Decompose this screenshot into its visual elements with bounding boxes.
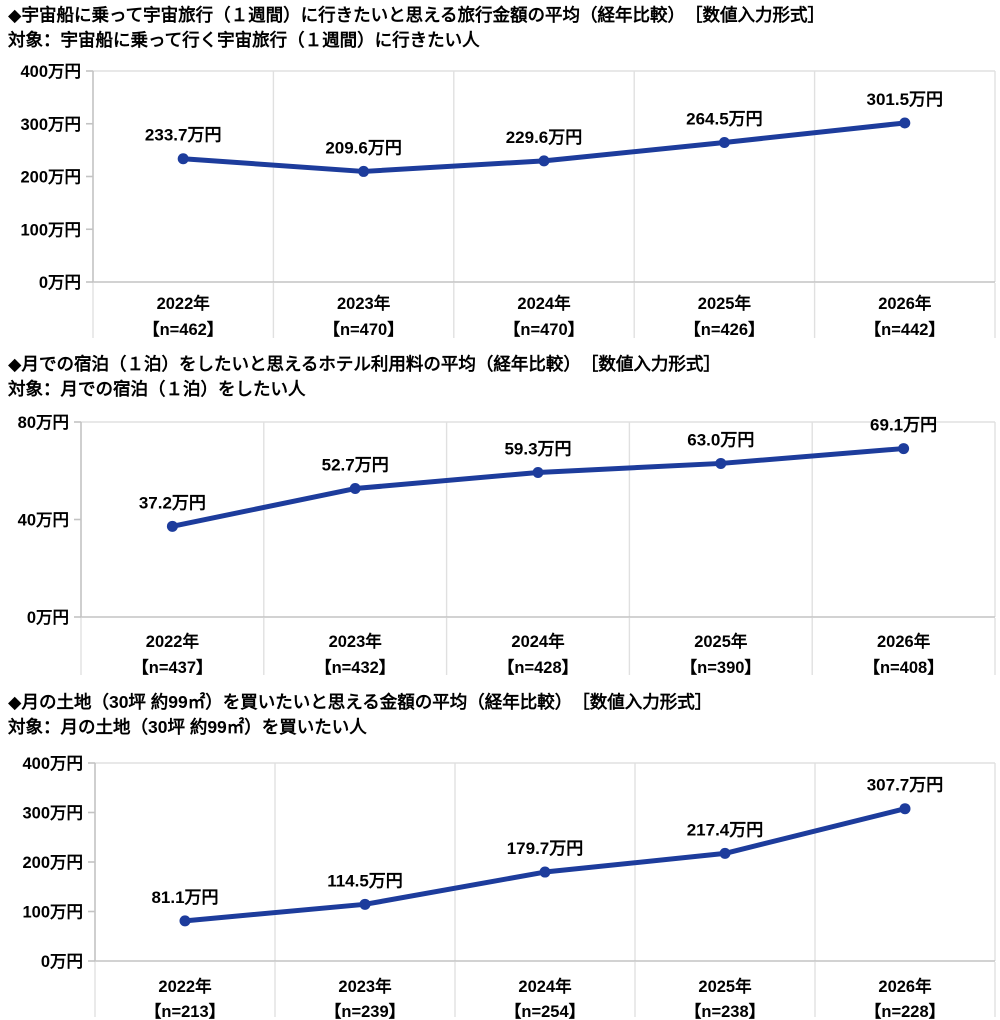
x-axis-n-label: 【n=426】 bbox=[684, 320, 764, 339]
x-axis-year-label: 2023年 bbox=[338, 976, 392, 996]
data-point-marker bbox=[898, 443, 910, 455]
y-axis-label: 400万円 bbox=[20, 63, 81, 81]
data-point-label: 179.7万円 bbox=[507, 839, 584, 858]
chart2-subtitle: 対象：月での宿泊（１泊）をしたい人 bbox=[8, 379, 306, 399]
data-point-marker bbox=[538, 155, 550, 167]
y-axis-label: 100万円 bbox=[22, 904, 83, 922]
x-axis-year-label: 2024年 bbox=[511, 631, 565, 651]
x-axis-n-label: 【n=213】 bbox=[145, 1002, 225, 1020]
x-axis-year-label: 2025年 bbox=[694, 631, 748, 651]
data-point-label: 209.6万円 bbox=[325, 138, 402, 157]
x-axis-year-label: 2025年 bbox=[698, 976, 752, 996]
x-axis-n-label: 【n=408】 bbox=[863, 658, 943, 677]
data-point-marker bbox=[718, 136, 730, 148]
x-axis-n-label: 【n=238】 bbox=[685, 1002, 765, 1020]
x-axis-year-label: 2022年 bbox=[146, 631, 200, 651]
x-axis-n-label: 【n=470】 bbox=[323, 320, 403, 339]
data-point-label: 233.7万円 bbox=[145, 126, 222, 145]
x-axis-n-label: 【n=442】 bbox=[865, 320, 945, 339]
chart-1: 400万円 300万円 200万円 100万円 0万円 233.7万円 209.6万円 229… bbox=[20, 63, 996, 339]
chart2-title: ◆月での宿泊（１泊）をしたいと思えるホテル利用料の平均（経年比較） ［数値入力形… bbox=[8, 354, 721, 374]
data-point-label: 52.7万円 bbox=[322, 456, 389, 475]
y-axis-label: 200万円 bbox=[22, 854, 83, 872]
data-point-label: 59.3万円 bbox=[504, 439, 571, 458]
x-axis-year-label: 2024年 bbox=[517, 293, 571, 313]
chart1-title: ◆宇宙船に乗って宇宙旅行（１週間）に行きたいと思える旅行金額の平均（経年比較） … bbox=[8, 5, 826, 25]
data-point-label: 63.0万円 bbox=[687, 430, 754, 449]
chart-3: 400万円 300万円 200万円 100万円 0万円 81.1万円 114.5万円 179.… bbox=[22, 755, 996, 1020]
data-point-marker bbox=[349, 483, 361, 495]
x-axis-year-label: 2023年 bbox=[337, 293, 391, 313]
x-axis-n-label: 【n=462】 bbox=[143, 320, 223, 339]
data-point-marker bbox=[358, 165, 370, 177]
data-point-label: 114.5万円 bbox=[327, 871, 403, 890]
chart3-title-block: ◆月の土地（30坪 約99㎡）を買いたいと思える金額の平均（経年比較） ［数値入… bbox=[8, 690, 998, 739]
chart3-title: ◆月の土地（30坪 約99㎡）を買いたいと思える金額の平均（経年比較） ［数値入… bbox=[8, 692, 713, 712]
series-line bbox=[169, 446, 907, 529]
data-point-label: 69.1万円 bbox=[870, 416, 937, 435]
y-axis-label: 300万円 bbox=[20, 116, 81, 134]
x-axis-n-label: 【n=428】 bbox=[498, 658, 578, 677]
data-point-label: 229.6万円 bbox=[506, 128, 583, 147]
data-point-marker bbox=[539, 866, 551, 878]
data-point-label: 37.2万円 bbox=[139, 493, 206, 512]
chart-2: 80万円 40万円 0万円 37.2万円 52.7万円 59.3万円 63.0万円 69.1万… bbox=[18, 414, 996, 677]
chart3-subtitle: 対象：月の土地（30坪 約99㎡）を買いたい人 bbox=[8, 717, 367, 737]
data-point-marker bbox=[719, 847, 731, 859]
data-point-marker bbox=[899, 803, 911, 815]
y-axis-label: 300万円 bbox=[22, 805, 83, 823]
data-point-label: 307.7万円 bbox=[867, 776, 944, 795]
x-axis-year-label: 2025年 bbox=[698, 293, 752, 313]
x-axis-n-label: 【n=239】 bbox=[325, 1002, 405, 1020]
data-point-label: 301.5万円 bbox=[867, 90, 944, 109]
x-axis-n-label: 【n=254】 bbox=[505, 1002, 585, 1020]
chart1-subtitle: 対象：宇宙船に乗って行く宇宙旅行（１週間）に行きたい人 bbox=[8, 30, 480, 50]
y-axis-label: 0万円 bbox=[41, 953, 83, 971]
x-axis-year-label: 2022年 bbox=[157, 293, 211, 313]
x-axis-year-label: 2026年 bbox=[878, 976, 932, 996]
data-point-label: 81.1万円 bbox=[151, 888, 218, 907]
x-axis-year-label: 2026年 bbox=[878, 293, 932, 313]
x-axis-year-label: 2024年 bbox=[518, 976, 572, 996]
y-axis-label: 80万円 bbox=[18, 414, 69, 432]
data-point-marker bbox=[166, 520, 178, 532]
data-point-marker bbox=[715, 457, 727, 469]
x-axis-n-label: 【n=390】 bbox=[681, 658, 761, 677]
x-axis-year-label: 2026年 bbox=[877, 631, 931, 651]
data-point-marker bbox=[532, 466, 544, 478]
data-point-marker bbox=[177, 153, 189, 165]
x-axis-year-label: 2023年 bbox=[329, 631, 383, 651]
y-axis-label: 100万円 bbox=[20, 221, 81, 239]
data-point-marker bbox=[359, 898, 371, 910]
y-axis-label: 400万円 bbox=[22, 755, 83, 773]
x-axis-n-label: 【n=228】 bbox=[865, 1002, 945, 1020]
y-axis-label: 200万円 bbox=[20, 169, 81, 187]
data-point-label: 217.4万円 bbox=[687, 820, 764, 839]
y-axis-label: 0万円 bbox=[39, 274, 81, 292]
x-axis-year-label: 2022年 bbox=[158, 976, 212, 996]
series-line bbox=[182, 806, 908, 924]
data-point-marker bbox=[179, 915, 191, 927]
x-axis-n-label: 【n=432】 bbox=[315, 658, 395, 677]
chart1-title-block: ◆宇宙船に乗って宇宙旅行（１週間）に行きたいと思える旅行金額の平均（経年比較） … bbox=[8, 3, 998, 52]
y-axis-label: 0万円 bbox=[27, 609, 69, 627]
data-point-marker bbox=[899, 117, 911, 129]
y-axis-label: 40万円 bbox=[18, 512, 69, 530]
x-axis-n-label: 【n=470】 bbox=[504, 320, 584, 339]
data-point-label: 264.5万円 bbox=[686, 109, 763, 128]
chart2-title-block: ◆月での宿泊（１泊）をしたいと思えるホテル利用料の平均（経年比較） ［数値入力形… bbox=[8, 352, 998, 401]
x-axis-n-label: 【n=437】 bbox=[132, 658, 212, 677]
